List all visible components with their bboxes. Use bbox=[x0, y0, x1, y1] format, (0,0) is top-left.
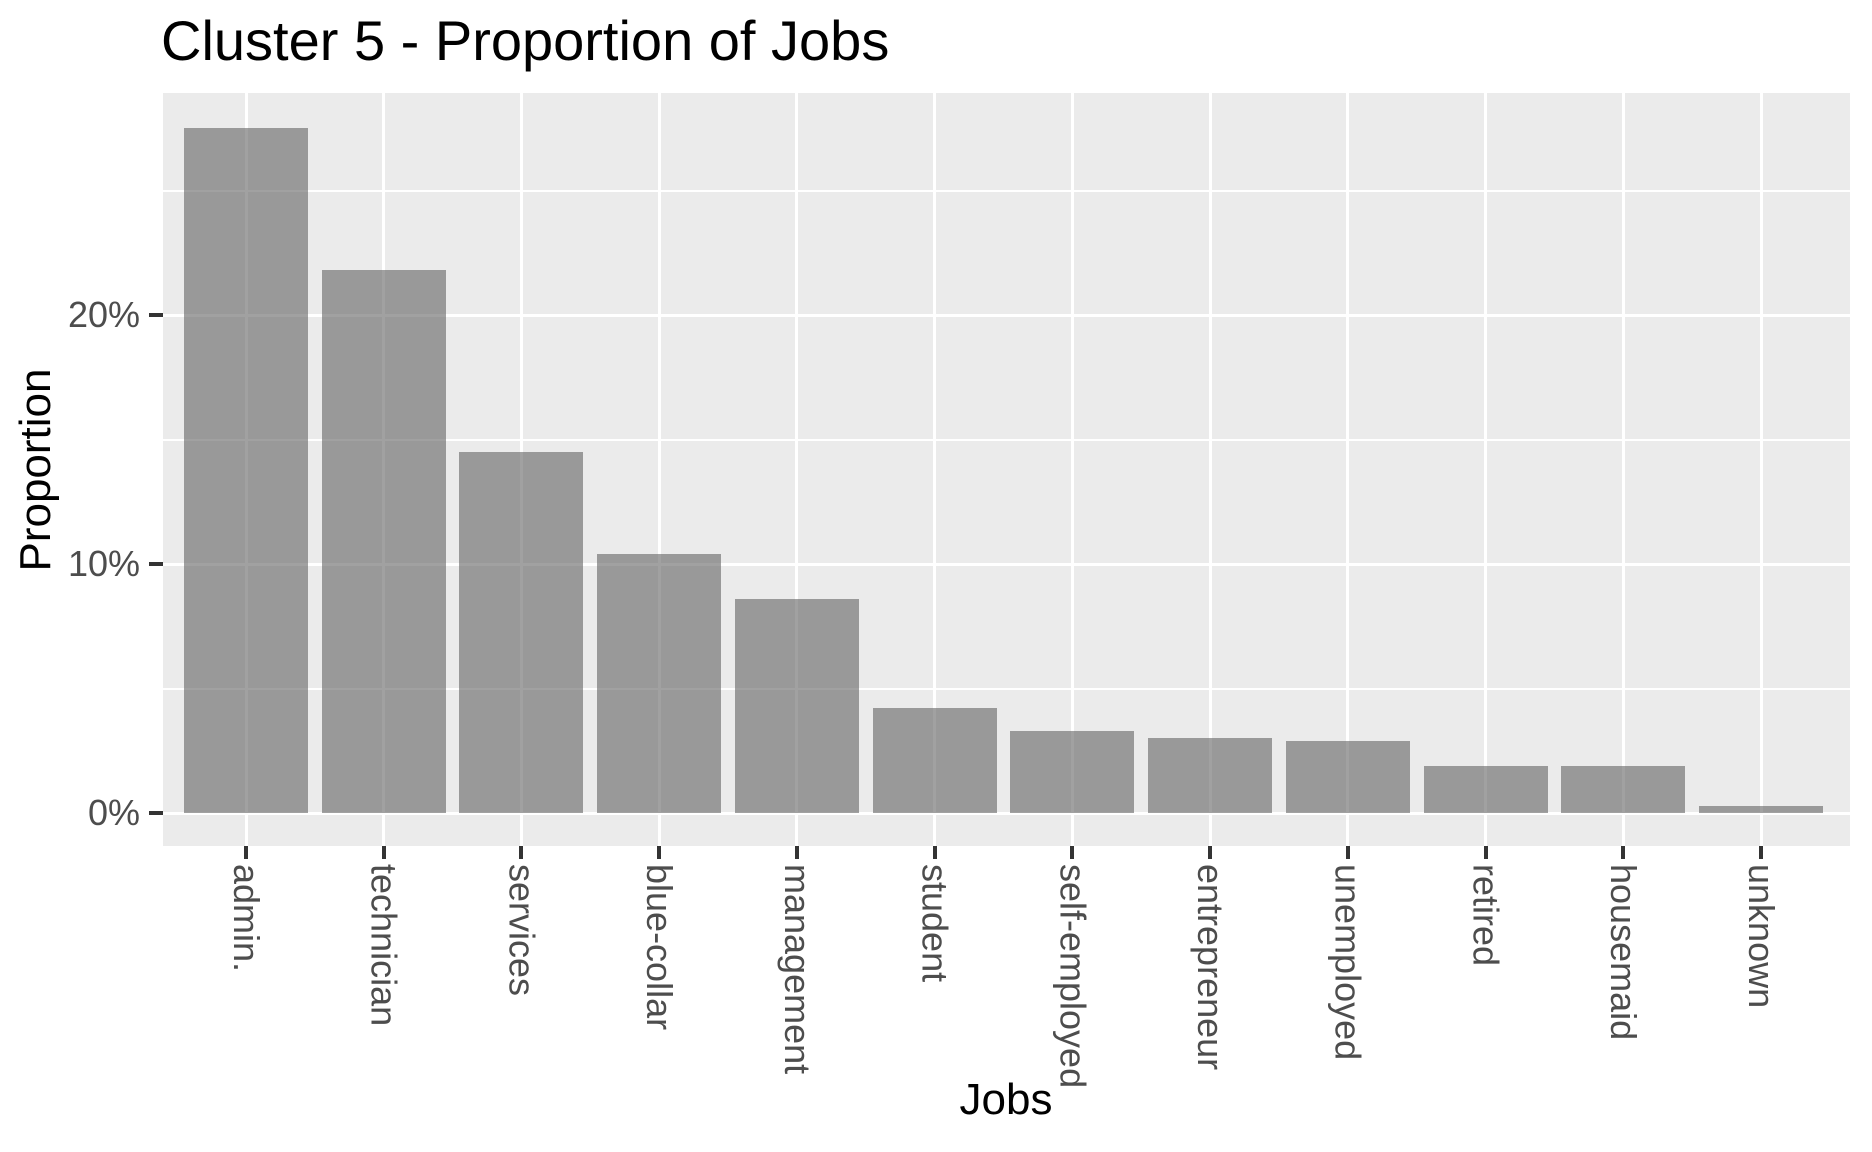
x-tick-label: management bbox=[776, 864, 818, 1075]
major-gridline-vertical bbox=[657, 93, 661, 846]
major-gridline-vertical bbox=[1346, 93, 1350, 846]
x-tick-label: self-employed bbox=[1052, 864, 1094, 1089]
x-tick-label: retired bbox=[1465, 864, 1507, 967]
major-gridline-vertical bbox=[1759, 93, 1763, 846]
major-gridline bbox=[163, 313, 1850, 317]
major-gridline-vertical bbox=[1621, 93, 1625, 846]
x-axis-tick bbox=[1621, 846, 1626, 859]
major-gridline bbox=[163, 811, 1850, 815]
x-tick-label: entrepreneur bbox=[1190, 864, 1232, 1071]
minor-gridline bbox=[163, 687, 1850, 690]
x-tick-label: housemaid bbox=[1603, 864, 1645, 1041]
x-tick-label: unemployed bbox=[1327, 864, 1369, 1061]
x-axis-tick bbox=[1759, 846, 1764, 859]
x-tick-label: unknown bbox=[1740, 864, 1782, 1009]
major-gridline-vertical bbox=[933, 93, 937, 846]
y-tick-label: 10% bbox=[67, 543, 140, 584]
plot-panel bbox=[163, 93, 1850, 846]
x-tick-label: technician bbox=[363, 864, 405, 1027]
minor-gridline bbox=[163, 438, 1850, 441]
y-tick-label: 0% bbox=[87, 792, 140, 833]
bar-retired bbox=[1423, 765, 1548, 813]
bar-student bbox=[872, 708, 997, 813]
x-tick-label: admin. bbox=[225, 864, 267, 973]
bar-unknown bbox=[1699, 805, 1824, 813]
y-axis-tick bbox=[149, 313, 163, 317]
x-axis-tick bbox=[1483, 846, 1488, 859]
x-axis-title: Jobs bbox=[959, 1075, 1053, 1124]
bar-blue-collar bbox=[597, 554, 722, 813]
x-axis-tick bbox=[657, 846, 662, 859]
bar-entrepreneur bbox=[1148, 738, 1273, 813]
major-gridline-vertical bbox=[1070, 93, 1074, 846]
bar-admin- bbox=[184, 128, 308, 813]
minor-gridline bbox=[163, 189, 1850, 192]
y-tick-label: 20% bbox=[67, 294, 140, 335]
bar-self-employed bbox=[1010, 730, 1135, 813]
x-tick-label: blue-collar bbox=[639, 864, 681, 1031]
x-axis-tick bbox=[1070, 846, 1075, 859]
bar-housemaid bbox=[1561, 765, 1686, 813]
x-axis-tick bbox=[794, 846, 799, 859]
y-axis-tick bbox=[149, 811, 163, 815]
x-axis-tick bbox=[244, 846, 248, 859]
major-gridline-vertical bbox=[795, 93, 799, 846]
y-axis-title: Proportion bbox=[11, 368, 60, 572]
x-axis-tick bbox=[519, 846, 524, 859]
y-axis-tick bbox=[149, 562, 163, 566]
x-tick-label: student bbox=[914, 864, 956, 983]
x-axis-tick bbox=[1208, 846, 1213, 859]
chart-title: Cluster 5 - Proportion of Jobs bbox=[161, 9, 890, 72]
bar-services bbox=[459, 451, 584, 813]
bar-unemployed bbox=[1285, 740, 1410, 813]
bar-technician bbox=[321, 270, 446, 813]
major-gridline-vertical bbox=[1208, 93, 1212, 846]
x-axis-tick bbox=[932, 846, 937, 859]
x-tick-label: services bbox=[501, 864, 543, 997]
major-gridline-vertical bbox=[1484, 93, 1488, 846]
x-axis-tick bbox=[381, 846, 386, 859]
x-axis-tick bbox=[1345, 846, 1350, 859]
major-gridline bbox=[163, 562, 1850, 566]
bar-management bbox=[734, 598, 859, 813]
